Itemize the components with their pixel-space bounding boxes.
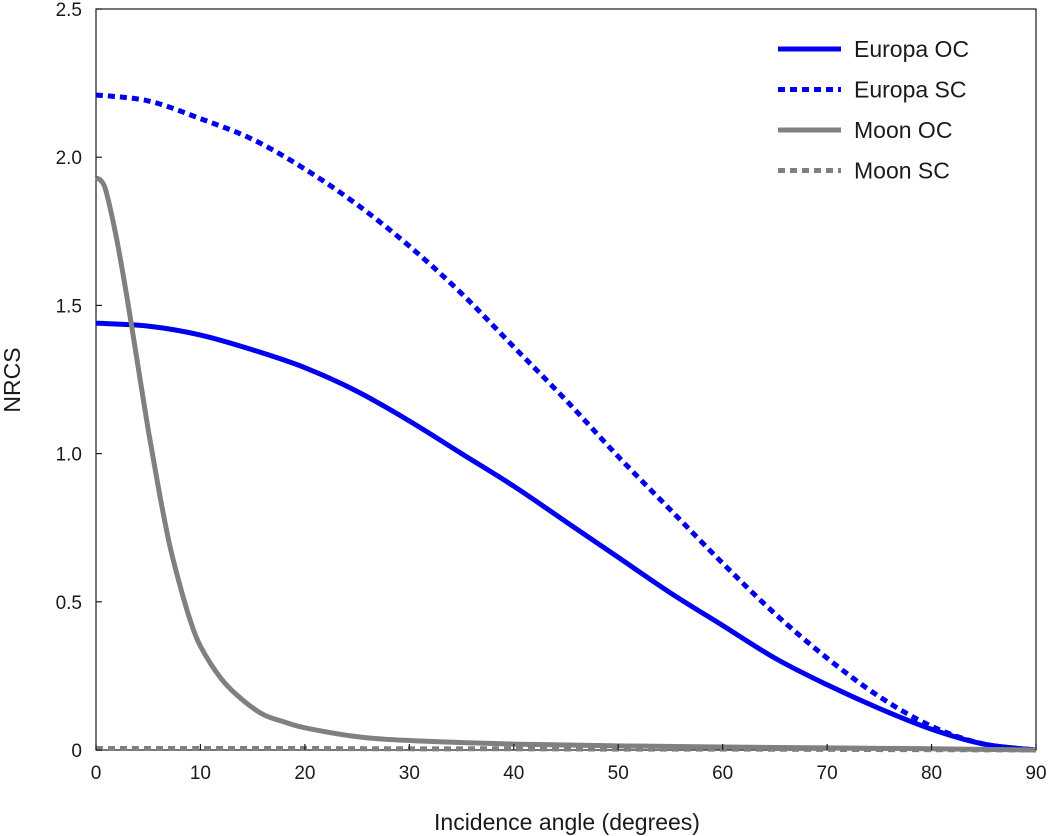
x-tick-label: 80 [921,763,942,784]
y-tick-label: 0 [71,741,82,762]
legend-label-moon-sc: Moon SC [854,158,950,184]
series-line-europa-sc [95,92,1037,753]
y-tick-label: 0.5 [56,593,82,614]
x-tick-label: 40 [503,763,524,784]
series-line-moon-oc [94,175,1037,753]
legend: Europa OC Europa SC Moon OC Moon SC [778,36,969,184]
x-tick-label: 50 [608,763,629,784]
ticks-layer: 0 10 20 30 40 50 60 70 80 90 0 0.5 1.0 1.5 2.0 2.5 [56,0,1047,784]
y-tick-label: 2.5 [56,0,82,21]
legend-label-europa-oc: Europa OC [854,36,969,62]
x-tick-label: 70 [817,763,838,784]
y-tick-label: 1.5 [56,296,82,317]
x-tick-label: 90 [1025,763,1046,784]
x-tick-label: 0 [91,763,102,784]
series-layer [94,92,1037,753]
y-tick-label: 2.0 [56,148,82,169]
x-tick-label: 60 [712,763,733,784]
legend-label-europa-sc: Europa SC [854,77,967,103]
y-axis-title: NRCS [0,347,25,412]
x-tick-label: 20 [294,763,315,784]
legend-label-moon-oc: Moon OC [854,117,952,143]
x-tick-label: 10 [190,763,211,784]
series-line-europa-oc [95,320,1037,753]
x-tick-label: 30 [399,763,420,784]
x-axis-title: Incidence angle (degrees) [434,809,700,835]
y-tick-label: 1.0 [56,445,82,466]
